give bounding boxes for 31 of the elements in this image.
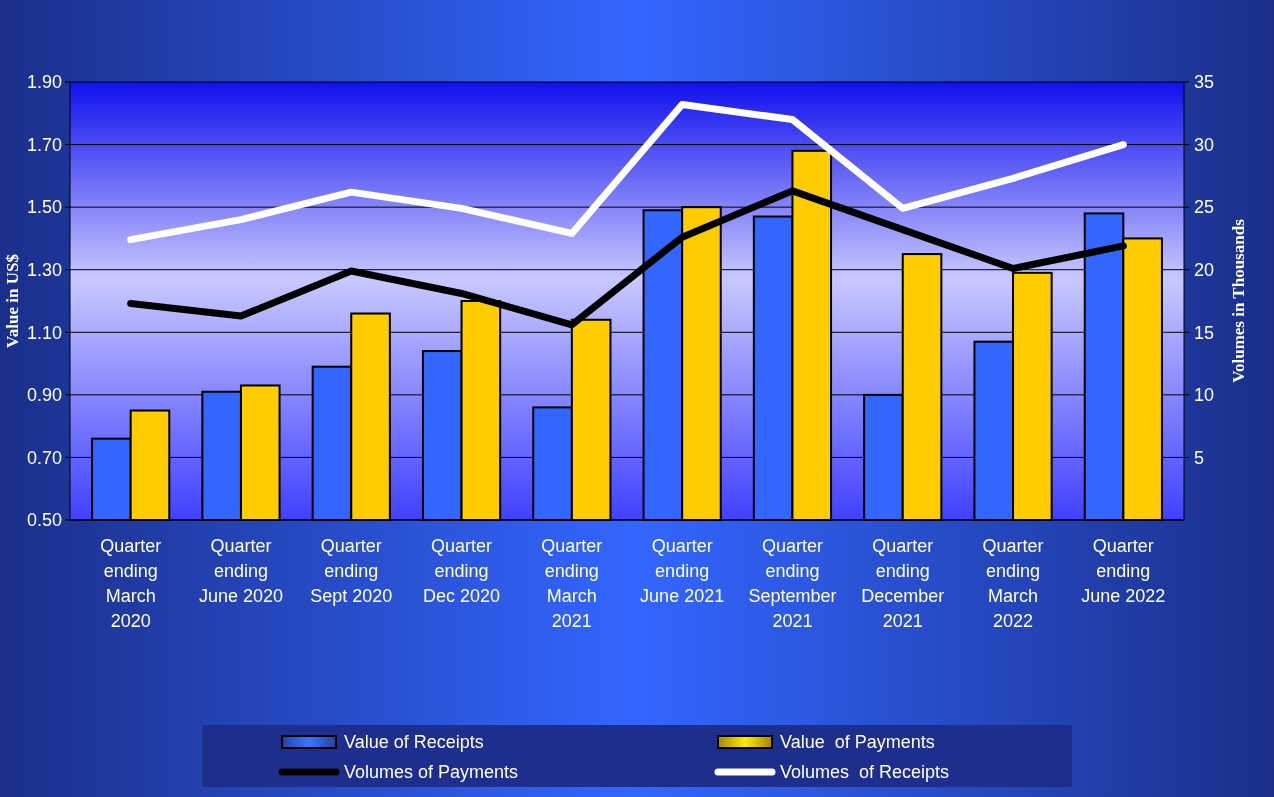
y-tick-label: 1.10 — [26, 322, 62, 343]
legend-label: Value of Payments — [780, 732, 935, 753]
x-tick-label: Quarter ending December 2021 — [861, 536, 945, 631]
x-tick-label: Quarter ending June 2021 — [640, 536, 725, 606]
y-tick-label: 1.30 — [26, 260, 62, 281]
y2-axis-title: Volumes in Thousands — [1229, 218, 1248, 383]
legend-label: Volumes of Payments — [344, 762, 519, 783]
x-tick-label: Quarter ending Dec 2020 — [423, 536, 501, 606]
y2-tick-label: 5 — [1194, 447, 1205, 468]
x-tick-label: Quarter ending March 2022 — [982, 536, 1044, 631]
y-axis-title: Value in US$ — [3, 253, 22, 348]
y2-tick-label: 30 — [1194, 134, 1215, 155]
x-tick-label: Quarter ending September 2021 — [748, 536, 837, 631]
y-tick-label: 0.50 — [26, 510, 62, 531]
legend-label: Volumes of Receipts — [780, 762, 950, 783]
y2-tick-label: 10 — [1194, 385, 1215, 406]
x-tick-label: Quarter ending March 2021 — [541, 536, 603, 631]
y2-tick-label: 20 — [1194, 260, 1215, 281]
x-tick-label: Quarter ending June 2022 — [1081, 536, 1166, 606]
x-tick-label: Quarter ending March 2020 — [100, 536, 162, 631]
x-tick-label: Quarter ending June 2020 — [198, 536, 283, 606]
y2-tick-label: 15 — [1194, 322, 1215, 343]
y-tick-label: 1.50 — [26, 197, 62, 218]
y2-tick-label: 25 — [1194, 197, 1215, 218]
y2-tick-label: 35 — [1194, 72, 1215, 93]
x-tick-label: Quarter ending Sept 2020 — [310, 536, 393, 606]
y-tick-label: 0.70 — [26, 447, 62, 468]
y-tick-label: 1.90 — [26, 72, 62, 93]
y-tick-label: 1.70 — [26, 134, 62, 155]
y-tick-label: 0.90 — [26, 385, 62, 406]
legend-label: Value of Receipts — [344, 732, 484, 753]
